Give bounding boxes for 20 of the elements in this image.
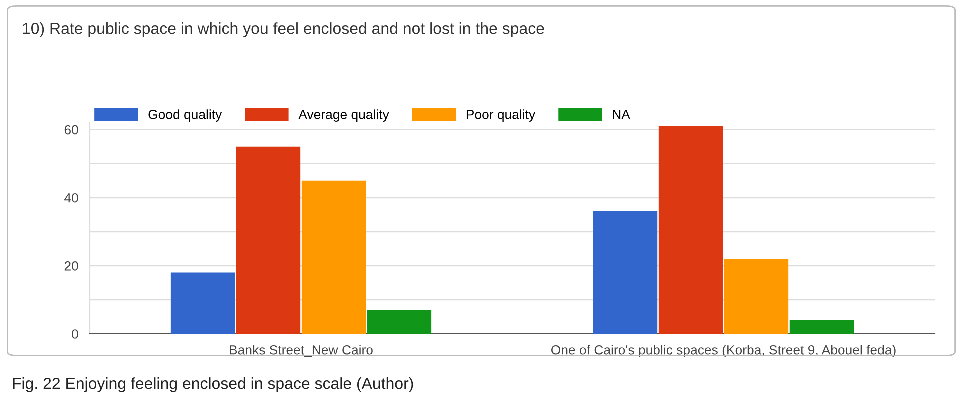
caption: Fig. 22 Enjoying feeling enclosed in space scale (Author)	[13, 378, 414, 392]
y-tick-label: 40	[64, 193, 78, 203]
legend-label: Average quality	[298, 110, 390, 122]
bar	[302, 180, 366, 334]
chart-title: 10) Rate public space in which you feel enclosed and not lost in the space	[23, 22, 544, 38]
legend-label: Poor quality	[466, 110, 536, 122]
bar	[790, 320, 854, 334]
x-tick-label: One of Cairo's public spaces (Korba, Street 9, Abouel feda)	[552, 345, 896, 358]
bar	[367, 310, 432, 334]
legend-label: NA	[613, 110, 630, 120]
bar	[658, 126, 724, 334]
x-tick-label: Banks Street_New Cairo	[230, 345, 373, 358]
y-tick-label: 60	[64, 125, 78, 135]
y-tick-label: 0	[72, 330, 78, 339]
bar	[724, 259, 789, 334]
bar	[236, 146, 301, 334]
bar	[170, 272, 236, 334]
y-tick-label: 20	[64, 262, 78, 271]
bar	[593, 211, 658, 334]
legend-label: Good quality	[148, 110, 222, 122]
